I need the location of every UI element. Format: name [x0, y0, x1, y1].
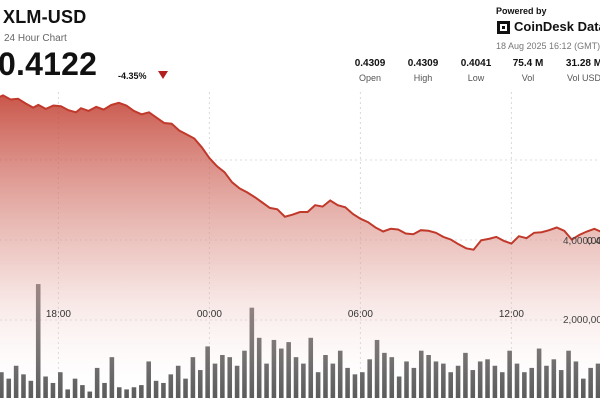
powered-by-label: Powered by	[496, 6, 547, 16]
stat-label: Vol	[521, 73, 535, 83]
brand-name: CoinDesk Data	[514, 19, 600, 34]
time-tick-label: 12:00	[499, 309, 524, 320]
symbol-title: XLM-USD	[3, 7, 87, 27]
price-line	[0, 94, 600, 251]
coindesk-logo-icon	[497, 21, 510, 34]
time-tick-label: 18:00	[46, 309, 71, 320]
stat-vol: 75.4 M Vol	[498, 58, 558, 83]
stat-value: 0.4309	[407, 58, 439, 69]
stat-label: High	[413, 73, 433, 83]
price-axis: 0.4041	[587, 236, 600, 247]
stat-high: 0.4309 High	[393, 58, 453, 83]
price-change: -4.35%	[118, 71, 147, 81]
price-area	[0, 95, 600, 400]
time-tick-label: 00:00	[197, 309, 222, 320]
volume-tick-label: 4,000,000	[563, 236, 600, 247]
stat-label: Open	[358, 73, 382, 83]
price-tick-label: 0.4041	[587, 236, 600, 247]
volume-tick-label: 2,000,000	[563, 315, 600, 326]
time-tick-label: 06:00	[348, 309, 373, 320]
stat-label: Vol USD	[566, 73, 600, 83]
current-price: 0.4122	[0, 46, 98, 82]
stat-open: 0.4309 Open	[340, 58, 400, 83]
stat-value: 0.4309	[354, 58, 386, 69]
stat-low: 0.4041 Low	[446, 58, 506, 83]
stat-value: 75.4 M	[512, 58, 544, 69]
timestamp: 18 Aug 2025 16:12 (GMT)	[496, 41, 600, 51]
stat-value: 31.28 M	[565, 58, 600, 69]
brand-block: Powered by CoinDesk Data	[496, 6, 600, 36]
chart-subtitle: 24 Hour Chart	[4, 33, 67, 44]
volume-axis: 2,000,000 4,000,000	[563, 236, 600, 326]
down-arrow-icon	[158, 71, 168, 79]
stat-label: Low	[467, 73, 485, 83]
stat-vol-usd: 31.28 M Vol USD	[554, 58, 600, 83]
stat-value: 0.4041	[460, 58, 492, 69]
time-axis: 18:00 00:00 06:00 12:00	[46, 309, 524, 320]
